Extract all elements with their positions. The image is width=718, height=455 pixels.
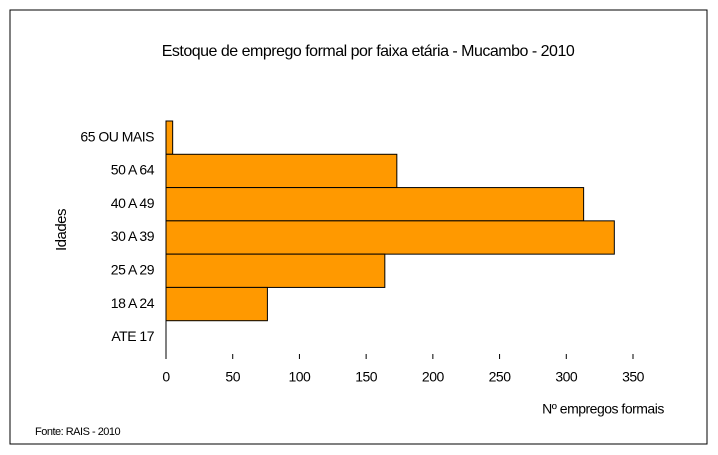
bar <box>165 153 398 189</box>
y-tick-label: 50 A 64 <box>111 162 155 178</box>
x-tick-label: 300 <box>555 369 578 385</box>
y-tick-label: 40 A 49 <box>111 195 155 211</box>
x-tick-label: 150 <box>355 369 378 385</box>
x-tick-label: 200 <box>422 369 445 385</box>
x-tick-label: 100 <box>288 369 311 385</box>
y-axis-label: Idades <box>53 209 70 251</box>
x-axis-label: Nº empregos formais <box>542 401 664 417</box>
x-tick-label: 0 <box>162 369 170 385</box>
bar <box>165 187 585 222</box>
bar <box>165 253 386 288</box>
y-tick-label: 25 A 29 <box>111 261 155 277</box>
y-tick-label: 65 OU MAIS <box>80 128 154 144</box>
y-tick-label: 30 A 39 <box>111 228 155 244</box>
bar <box>165 286 268 322</box>
x-tick-label: 350 <box>622 369 645 385</box>
source-note: Fonte: RAIS - 2010 <box>35 426 121 438</box>
y-tick-label: ATE 17 <box>111 328 154 344</box>
bar <box>165 120 174 155</box>
y-tick-label: 18 A 24 <box>111 295 155 311</box>
x-tick-label: 50 <box>225 369 240 385</box>
chart-title: Estoque de emprego formal por faixa etár… <box>162 43 575 60</box>
bar <box>165 220 615 255</box>
x-tick-label: 250 <box>489 369 512 385</box>
